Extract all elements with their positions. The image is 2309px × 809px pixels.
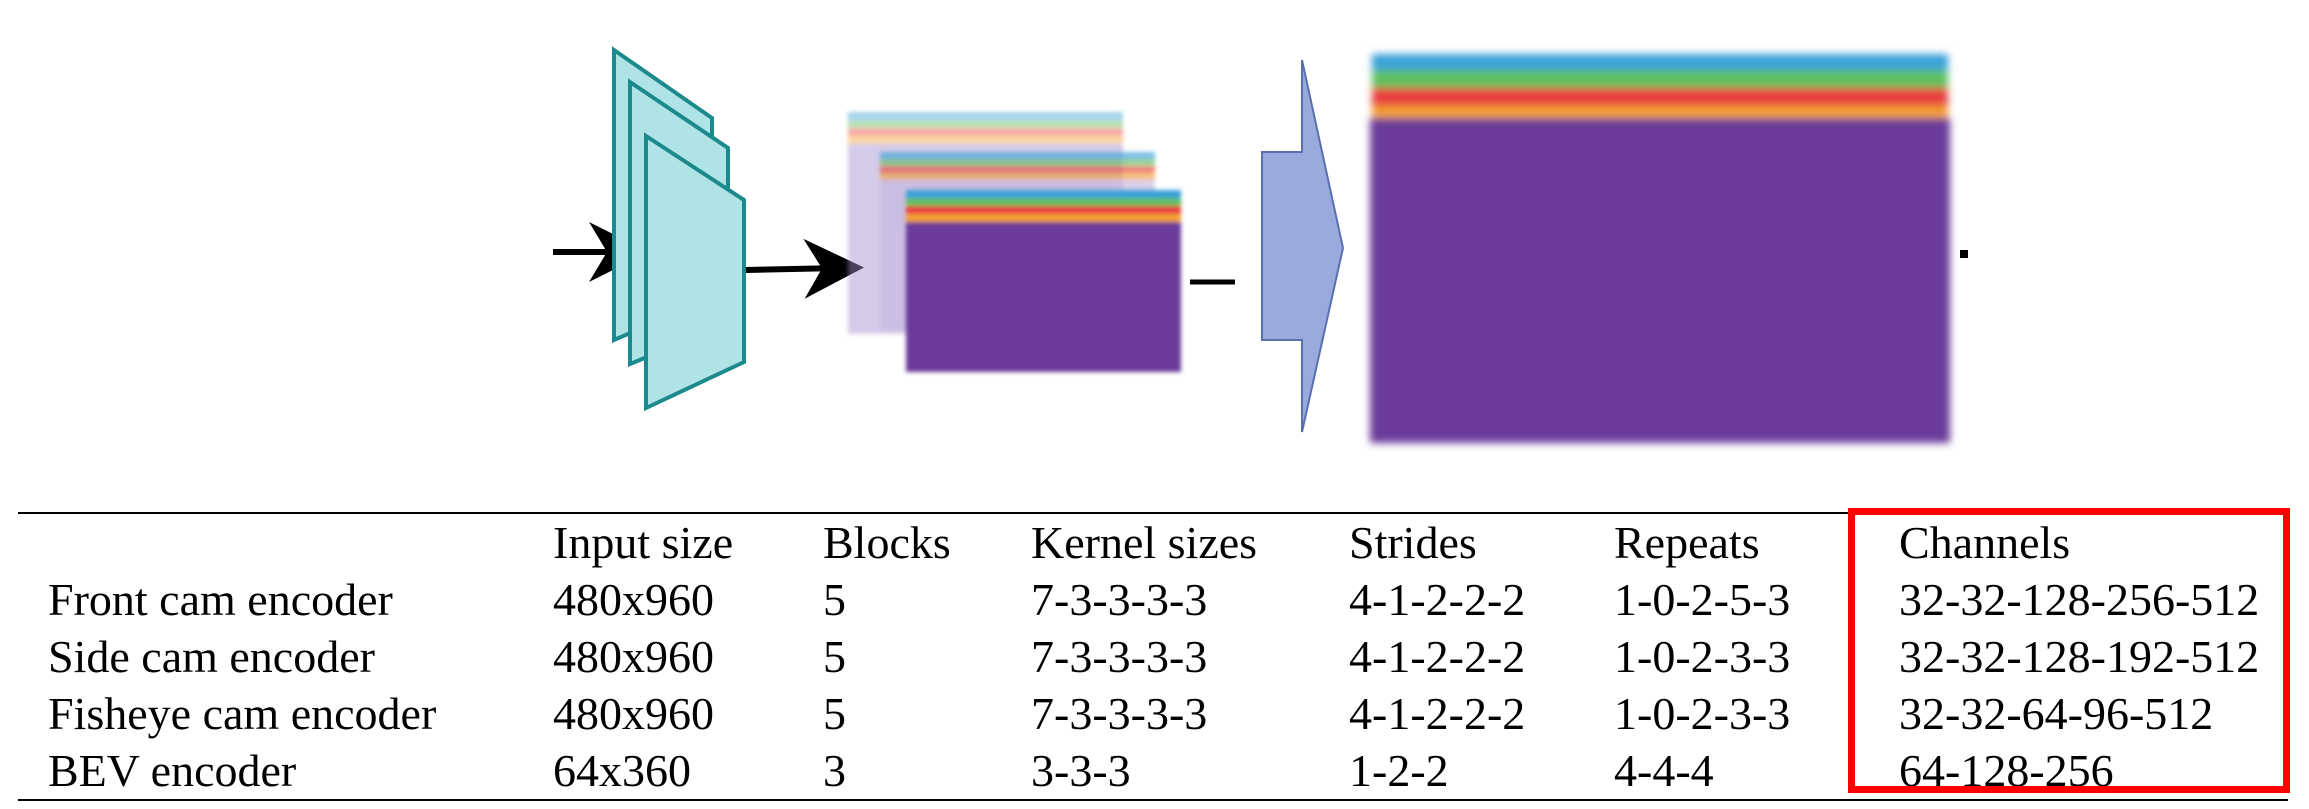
header-cell-channels: Channels: [1899, 517, 2071, 568]
row-name: Side cam encoder: [48, 631, 375, 682]
header-cell-name: [18, 513, 553, 571]
row-strides: 4-1-2-2-2: [1349, 631, 1526, 682]
header-cell-strides: Strides: [1349, 517, 1477, 568]
large-feature-map-icon: [1370, 54, 1950, 443]
row-blocks: 3: [823, 745, 846, 796]
header-cell-input-size: Input size: [553, 517, 734, 568]
encoder-config-table: Input size Blocks Kernel sizes Strides R…: [18, 512, 2288, 801]
encoder-output-arrow: [745, 238, 864, 299]
row-kernel-sizes: 7-3-3-3-3: [1031, 688, 1208, 739]
table-row: Side cam encoder 480x960 5 7-3-3-3-3 4-1…: [18, 628, 2288, 685]
header-cell-blocks: Blocks: [823, 517, 951, 568]
architecture-diagram: [553, 46, 1968, 443]
table-row: Front cam encoder 480x960 5 7-3-3-3-3 4-…: [18, 571, 2288, 628]
trailing-mark: [1960, 250, 1968, 258]
row-strides: 1-2-2: [1349, 745, 1449, 796]
table-header-row: Input size Blocks Kernel sizes Strides R…: [18, 513, 2288, 571]
row-blocks: 5: [823, 688, 846, 739]
row-repeats: 1-0-2-5-3: [1614, 574, 1791, 625]
row-input-size: 480x960: [553, 631, 714, 682]
row-name: Fisheye cam encoder: [48, 688, 437, 739]
row-kernel-sizes: 3-3-3: [1031, 745, 1131, 796]
row-channels: 32-32-128-256-512: [1899, 574, 2260, 625]
row-channels: 32-32-64-96-512: [1899, 688, 2214, 739]
row-strides: 4-1-2-2-2: [1349, 574, 1526, 625]
channels-highlight-box: [1848, 508, 2290, 793]
row-repeats: 1-0-2-3-3: [1614, 631, 1791, 682]
encoder-config-table-wrap: Input size Blocks Kernel sizes Strides R…: [18, 512, 2308, 801]
row-blocks: 5: [823, 574, 846, 625]
row-kernel-sizes: 7-3-3-3-3: [1031, 631, 1208, 682]
row-repeats: 1-0-2-3-3: [1614, 688, 1791, 739]
row-blocks: 5: [823, 631, 846, 682]
block-arrow-icon: [1261, 59, 1345, 433]
row-channels: 32-32-128-192-512: [1899, 631, 2260, 682]
header-cell-kernel-sizes: Kernel sizes: [1031, 517, 1258, 568]
row-kernel-sizes: 7-3-3-3-3: [1031, 574, 1208, 625]
row-input-size: 480x960: [553, 574, 714, 625]
row-strides: 4-1-2-2-2: [1349, 688, 1526, 739]
row-repeats: 4-4-4: [1614, 745, 1714, 796]
small-feature-map-stack-icon: [848, 112, 1181, 372]
header-cell-repeats: Repeats: [1614, 517, 1760, 568]
encoder-block-icon: [612, 46, 746, 412]
row-input-size: 480x960: [553, 688, 714, 739]
row-name: Front cam encoder: [48, 574, 393, 625]
row-name: BEV encoder: [48, 745, 297, 796]
row-input-size: 64x360: [553, 745, 691, 796]
table-row: Fisheye cam encoder 480x960 5 7-3-3-3-3 …: [18, 685, 2288, 742]
